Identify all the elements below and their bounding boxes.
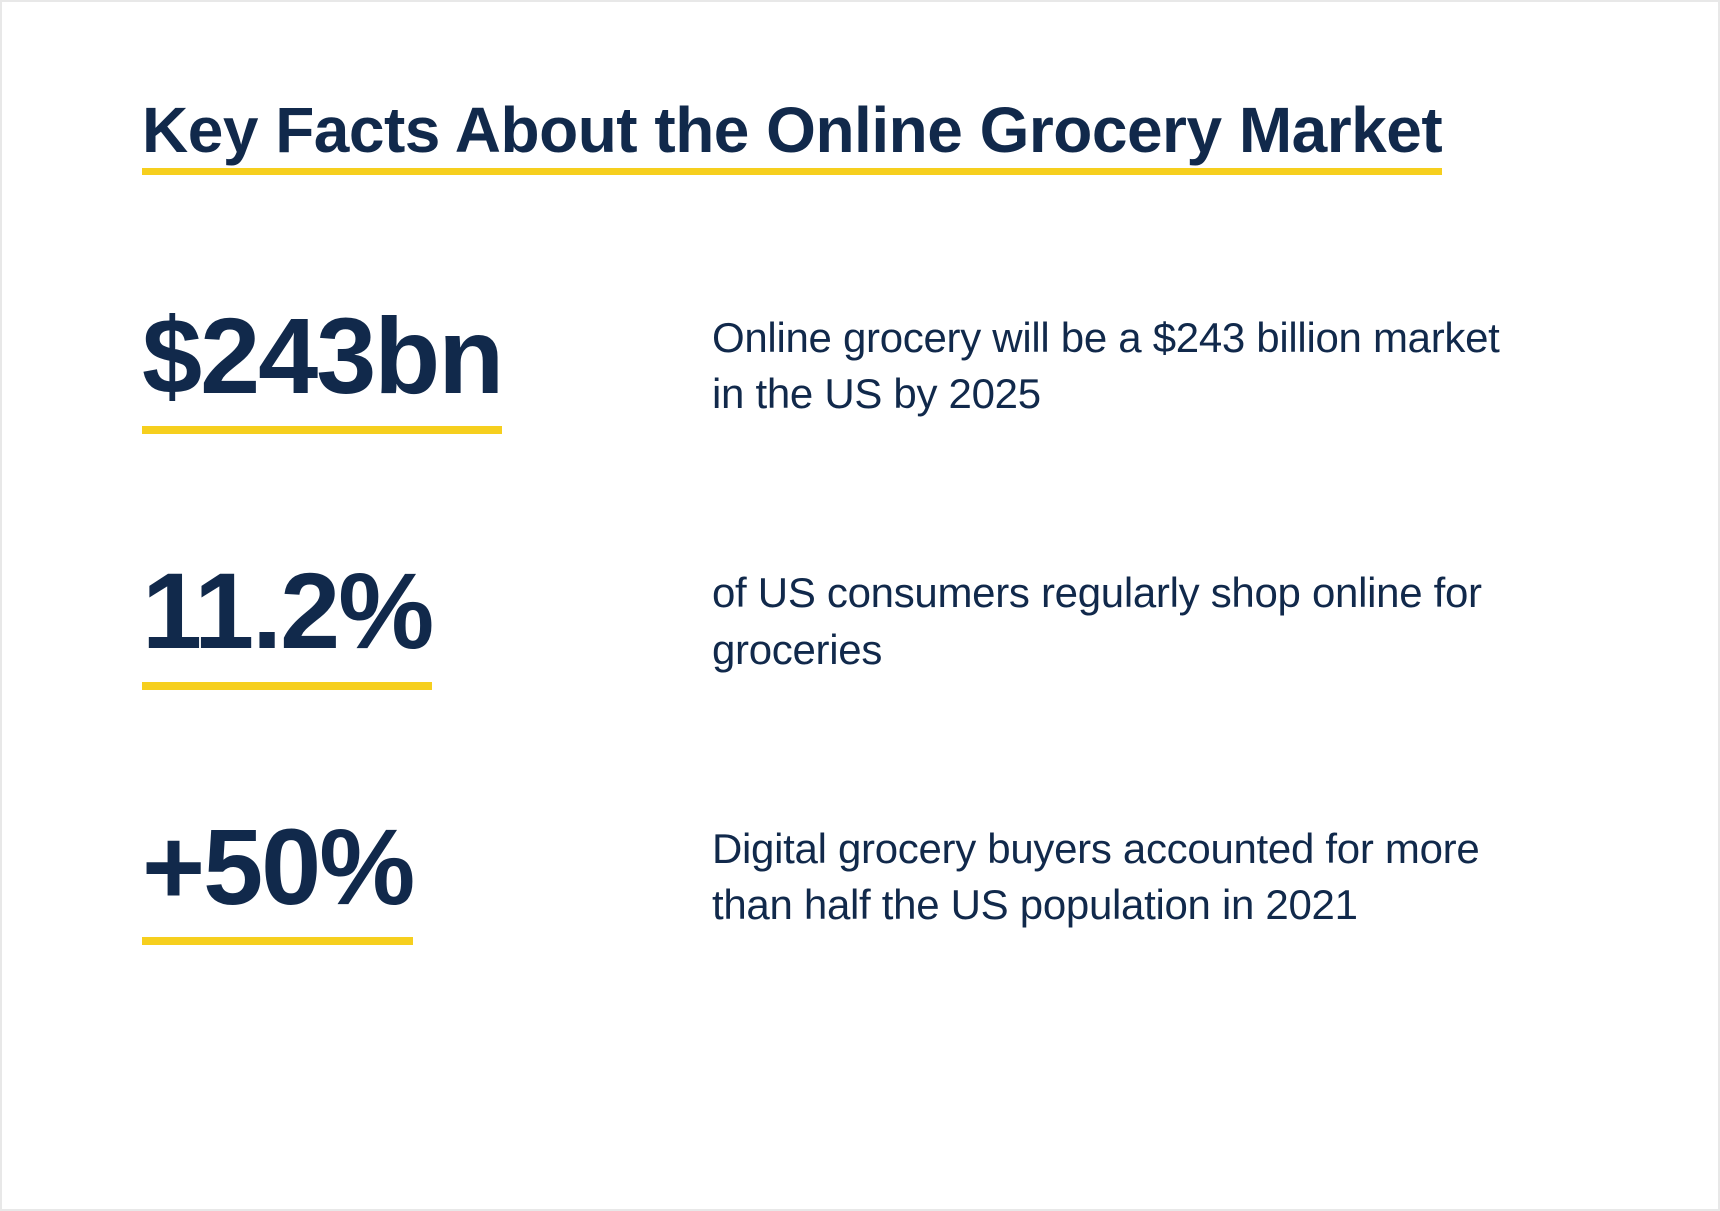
fact-row: +50% Digital grocery buyers accounted fo… [142,810,1598,945]
infographic-frame: Key Facts About the Online Grocery Marke… [0,0,1720,1211]
stat-value: 11.2% [142,554,432,689]
stat-description: Online grocery will be a $243 billion ma… [712,310,1532,423]
stat-wrap: 11.2% [142,554,622,689]
facts-list: $243bn Online grocery will be a $243 bil… [142,299,1598,945]
stat-wrap: $243bn [142,299,622,434]
stat-value: +50% [142,810,413,945]
page-title: Key Facts About the Online Grocery Marke… [142,94,1442,175]
stat-value: $243bn [142,299,502,434]
fact-row: 11.2% of US consumers regularly shop onl… [142,554,1598,689]
stat-wrap: +50% [142,810,622,945]
stat-description: Digital grocery buyers accounted for mor… [712,821,1532,934]
stat-description: of US consumers regularly shop online fo… [712,565,1532,678]
fact-row: $243bn Online grocery will be a $243 bil… [142,299,1598,434]
